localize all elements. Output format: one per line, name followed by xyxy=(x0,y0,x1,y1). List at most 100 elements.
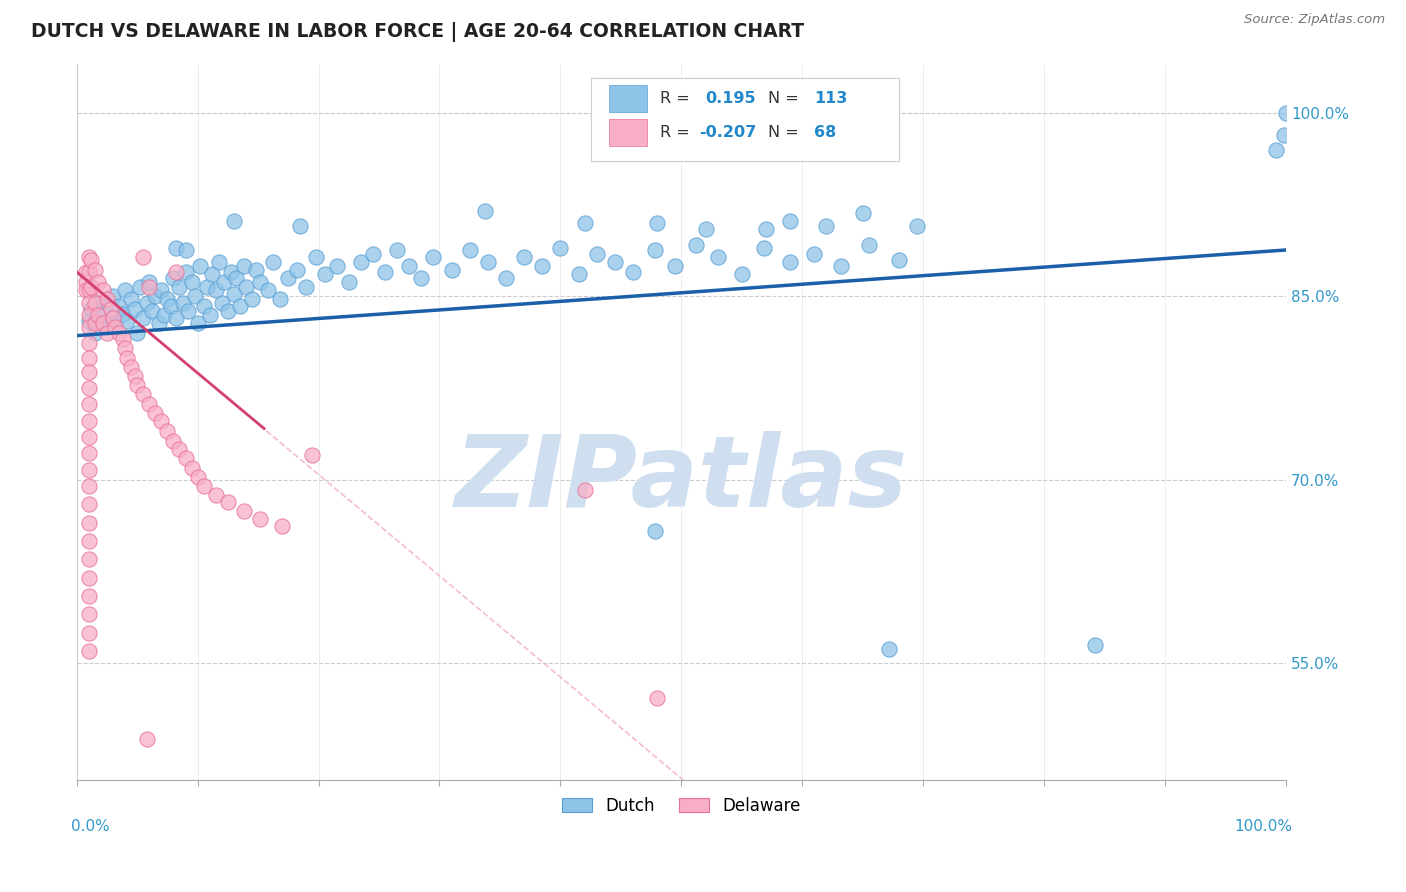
Point xyxy=(621,265,644,279)
Point xyxy=(111,307,134,321)
Text: R =: R = xyxy=(659,91,695,106)
Point xyxy=(440,262,463,277)
Point xyxy=(172,295,194,310)
Point xyxy=(100,311,122,326)
Point xyxy=(752,241,775,255)
Point xyxy=(169,279,191,293)
Point xyxy=(174,265,197,279)
Point xyxy=(195,279,218,293)
Point xyxy=(474,203,496,218)
Point xyxy=(77,516,100,530)
Point xyxy=(101,311,124,326)
Point xyxy=(644,524,666,539)
Text: DUTCH VS DELAWARE IN LABOR FORCE | AGE 20-64 CORRELATION CHART: DUTCH VS DELAWARE IN LABOR FORCE | AGE 2… xyxy=(31,22,804,42)
Point xyxy=(603,255,626,269)
Point xyxy=(104,317,127,331)
Point xyxy=(731,268,754,282)
Legend: Dutch, Delaware: Dutch, Delaware xyxy=(555,790,808,822)
Point xyxy=(124,301,146,316)
Point xyxy=(574,216,596,230)
Point xyxy=(212,275,235,289)
Point xyxy=(1265,143,1288,157)
Point xyxy=(193,299,215,313)
Point xyxy=(232,503,254,517)
Point xyxy=(165,241,187,255)
Point xyxy=(138,397,160,411)
Point xyxy=(295,279,318,293)
Text: 113: 113 xyxy=(814,91,848,106)
Point xyxy=(117,314,139,328)
Point xyxy=(256,284,278,298)
Point xyxy=(550,241,572,255)
Point xyxy=(779,213,801,227)
Point xyxy=(101,289,124,303)
Point xyxy=(77,430,100,444)
Point xyxy=(184,289,207,303)
Point xyxy=(96,292,118,306)
Point xyxy=(128,279,150,293)
Point xyxy=(138,275,160,289)
Point xyxy=(585,246,607,260)
Point xyxy=(249,512,271,526)
Point xyxy=(180,460,202,475)
Text: N =: N = xyxy=(769,125,804,140)
Point xyxy=(217,304,239,318)
Point xyxy=(350,255,373,269)
Point xyxy=(779,255,801,269)
Point xyxy=(411,271,433,285)
Point xyxy=(174,450,197,465)
Point xyxy=(803,246,825,260)
Point xyxy=(664,259,686,273)
Point xyxy=(290,219,312,233)
Point xyxy=(77,397,100,411)
Point xyxy=(165,311,187,326)
Point xyxy=(262,255,284,269)
Point xyxy=(169,442,191,457)
Point xyxy=(187,470,209,484)
Text: 68: 68 xyxy=(814,125,837,140)
Point xyxy=(156,424,179,438)
Point xyxy=(77,625,100,640)
Point xyxy=(77,552,100,566)
Point xyxy=(285,262,308,277)
Point xyxy=(132,387,155,401)
Point xyxy=(1272,128,1295,142)
Point xyxy=(755,222,778,236)
Point xyxy=(204,284,226,298)
Point xyxy=(91,317,114,331)
Point xyxy=(513,250,536,264)
Point xyxy=(114,284,136,298)
Point xyxy=(152,308,174,322)
Point xyxy=(77,644,100,658)
Point xyxy=(222,213,245,227)
Point xyxy=(120,360,142,375)
Point xyxy=(187,317,209,331)
Point xyxy=(77,414,100,428)
Bar xyxy=(609,85,648,112)
Point xyxy=(83,326,105,340)
Point xyxy=(706,250,728,264)
Point xyxy=(91,284,114,298)
Point xyxy=(815,219,838,233)
Point xyxy=(271,519,294,533)
Point xyxy=(77,250,100,264)
Point xyxy=(135,295,157,310)
Point xyxy=(83,262,105,277)
Point xyxy=(124,368,146,383)
Point xyxy=(531,259,554,273)
Text: -0.207: -0.207 xyxy=(699,125,756,140)
Point xyxy=(108,326,131,340)
Point xyxy=(644,243,666,257)
Point xyxy=(685,238,707,252)
Point xyxy=(193,479,215,493)
Point xyxy=(458,243,481,257)
Point xyxy=(91,304,114,318)
Point xyxy=(77,607,100,622)
Point xyxy=(325,259,347,273)
Point xyxy=(143,289,166,303)
Point xyxy=(277,271,299,285)
Point xyxy=(77,365,100,379)
Point xyxy=(75,284,97,298)
Point xyxy=(77,308,100,322)
Point xyxy=(208,255,231,269)
